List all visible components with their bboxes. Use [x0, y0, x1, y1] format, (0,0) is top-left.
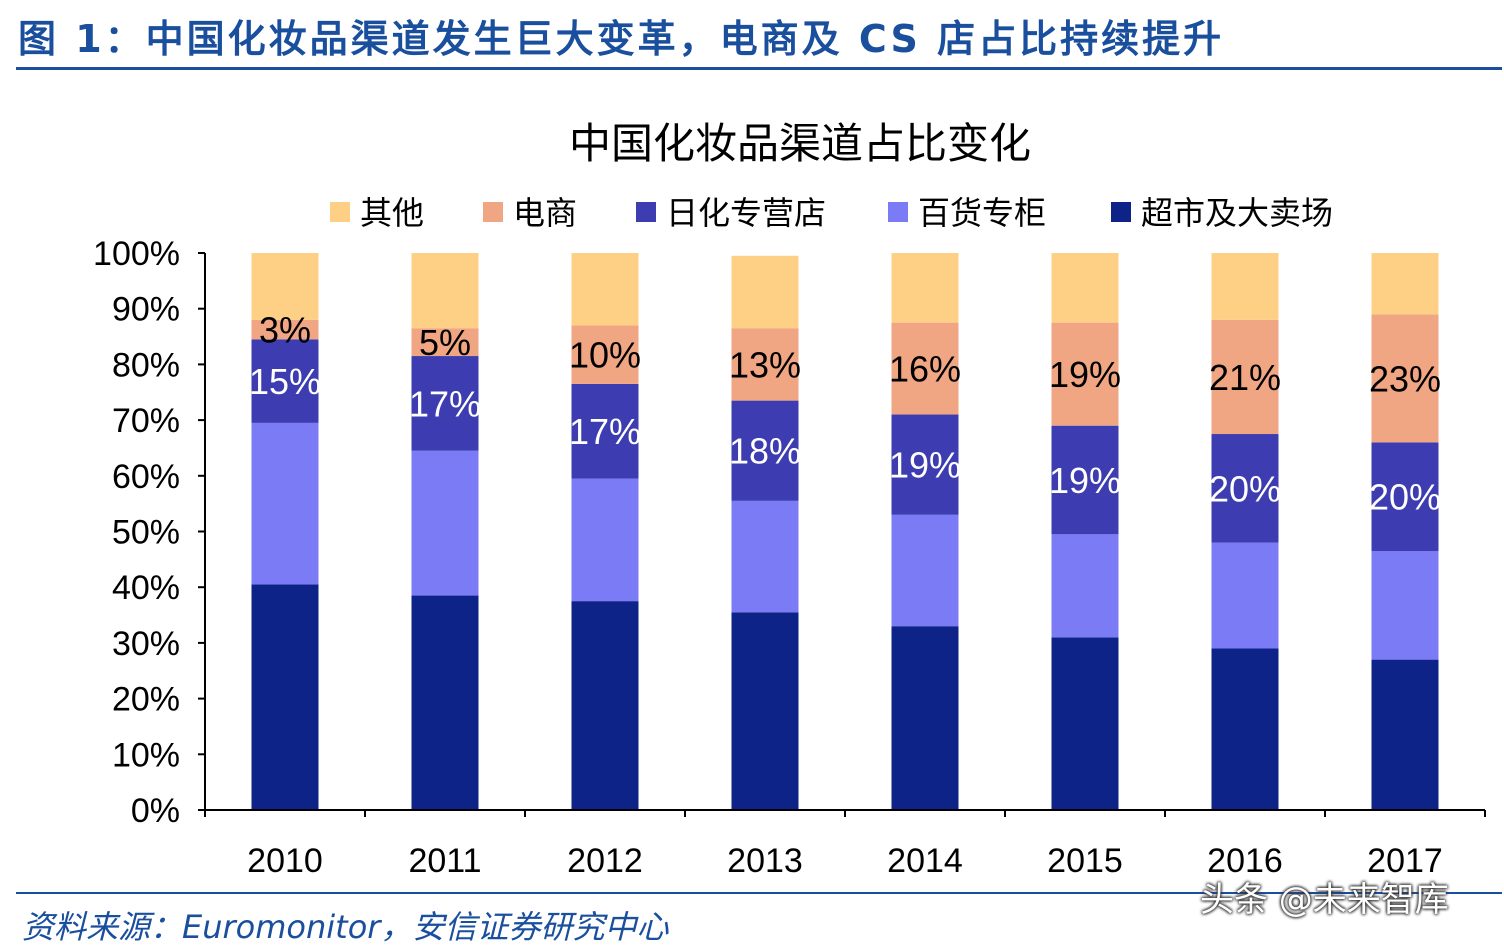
bar-segment [1051, 322, 1119, 426]
bar-segment [1211, 434, 1279, 543]
y-tick-label: 70% [112, 402, 180, 440]
x-tick-label: 2013 [727, 842, 803, 880]
bar-segment [571, 478, 639, 602]
bar-segment [891, 514, 959, 627]
data-label: 20% [1369, 477, 1441, 518]
legend-swatch-4 [1111, 202, 1131, 222]
bar-segment [1051, 253, 1119, 323]
bar-segment [251, 319, 319, 340]
bar-segment [251, 253, 319, 320]
x-tick-label: 2017 [1367, 842, 1443, 880]
bar-segment [1051, 637, 1119, 810]
bar-segment [571, 383, 639, 479]
legend-label-2: 日化专营店 [666, 194, 826, 232]
bar-segment [571, 253, 639, 326]
legend-swatch-3 [888, 202, 908, 222]
bar-segment [1371, 442, 1439, 551]
bar-segment [731, 328, 799, 401]
bar-segment [571, 601, 639, 810]
chart-legend: 其他 电商 日化专营店 百货专柜 超市及大卖场 [330, 194, 1333, 232]
bar-segment [891, 626, 959, 810]
data-label: 19% [1049, 354, 1121, 395]
legend-swatch-1 [483, 202, 503, 222]
bar-segment [1211, 648, 1279, 810]
data-label: 3% [259, 310, 311, 351]
data-label: 17% [409, 383, 481, 424]
y-tick-label: 100% [93, 235, 180, 273]
bar-segment [251, 584, 319, 810]
bar-segment [891, 414, 959, 515]
legend-swatch-2 [636, 202, 656, 222]
legend-label-4: 超市及大卖场 [1141, 194, 1333, 232]
y-tick-label: 60% [112, 458, 180, 496]
data-label: 17% [569, 411, 641, 452]
bar-segment [411, 356, 479, 451]
source-divider [16, 892, 1502, 894]
bar-segment [731, 255, 799, 329]
data-label: 23% [1369, 358, 1441, 399]
x-tick-label: 2012 [567, 842, 643, 880]
y-tick-label: 40% [112, 569, 180, 607]
bar-segment [1371, 253, 1439, 315]
bar-segment [731, 612, 799, 810]
bar-segment [411, 328, 479, 357]
x-tick-label: 2015 [1047, 842, 1123, 880]
legend-swatch-0 [330, 202, 350, 222]
bar-segment [1371, 550, 1439, 660]
data-label: 13% [729, 344, 801, 385]
stacked-bar-chart: 中国化妆品渠道占比变化 其他 电商 日化专营店 百货专柜 超市及大卖场 0% 10% 20%… [93, 119, 1486, 880]
bar-segment [1211, 319, 1279, 435]
bar-segment [1051, 534, 1119, 638]
bar-segment [891, 253, 959, 323]
data-label: 5% [419, 322, 471, 363]
bars-group [251, 253, 1439, 810]
bar-segment [731, 400, 799, 501]
chart-title: 中国化妆品渠道占比变化 [569, 119, 1031, 168]
bar-segment [411, 450, 479, 596]
x-tick-label: 2016 [1207, 842, 1283, 880]
bar-segment [251, 422, 319, 585]
data-label: 10% [569, 335, 641, 376]
y-tick-label: 0% [131, 792, 180, 830]
x-tick-label: 2010 [247, 842, 323, 880]
bar-segment [251, 339, 319, 423]
bar-segment [1211, 542, 1279, 649]
x-axis: 2010 2011 2012 2013 2014 2015 2016 2017 [204, 809, 1486, 880]
y-axis: 0% 10% 20% 30% 40% 50% 60% 70% 80% 90% 100% [93, 235, 206, 830]
y-tick-label: 30% [112, 625, 180, 663]
legend-label-0: 其他 [360, 194, 424, 232]
data-labels-group: 15% 3% 17% 5% 17% 10% 18% 13% 19% 16% 19% 19% 20% 21%… [249, 310, 1441, 518]
bar-segment [411, 253, 479, 329]
x-tick-label: 2014 [887, 842, 963, 880]
x-tick-label: 2011 [408, 842, 481, 880]
bar-segment [731, 500, 799, 613]
data-label: 21% [1209, 357, 1281, 398]
y-tick-label: 80% [112, 346, 180, 384]
data-label: 20% [1209, 468, 1281, 509]
data-label: 16% [889, 349, 961, 390]
data-label: 18% [729, 431, 801, 472]
bar-segment [891, 322, 959, 415]
legend-label-3: 百货专柜 [918, 194, 1046, 232]
bar-segment [411, 595, 479, 810]
data-label: 19% [889, 445, 961, 486]
figure-title: 图 1：中国化妆品渠道发生巨大变革，电商及 CS 店占比持续提升 [18, 17, 1225, 61]
bar-segment [1051, 425, 1119, 535]
bar-segment [571, 325, 639, 384]
title-divider [16, 67, 1502, 70]
y-tick-label: 10% [112, 736, 180, 774]
bar-segment [1371, 314, 1439, 443]
y-tick-label: 20% [112, 681, 180, 719]
y-tick-label: 50% [112, 514, 180, 552]
legend-label-1: 电商 [513, 194, 577, 232]
watermark: 头条 @未来智库 [1200, 880, 1449, 920]
bar-segment [1211, 253, 1279, 320]
source-note: 资料来源：Euromonitor，安信证券研究中心 [22, 908, 669, 946]
y-tick-label: 90% [112, 291, 180, 329]
data-label: 15% [249, 361, 321, 402]
data-label: 19% [1049, 460, 1121, 501]
bar-segment [1371, 659, 1439, 810]
